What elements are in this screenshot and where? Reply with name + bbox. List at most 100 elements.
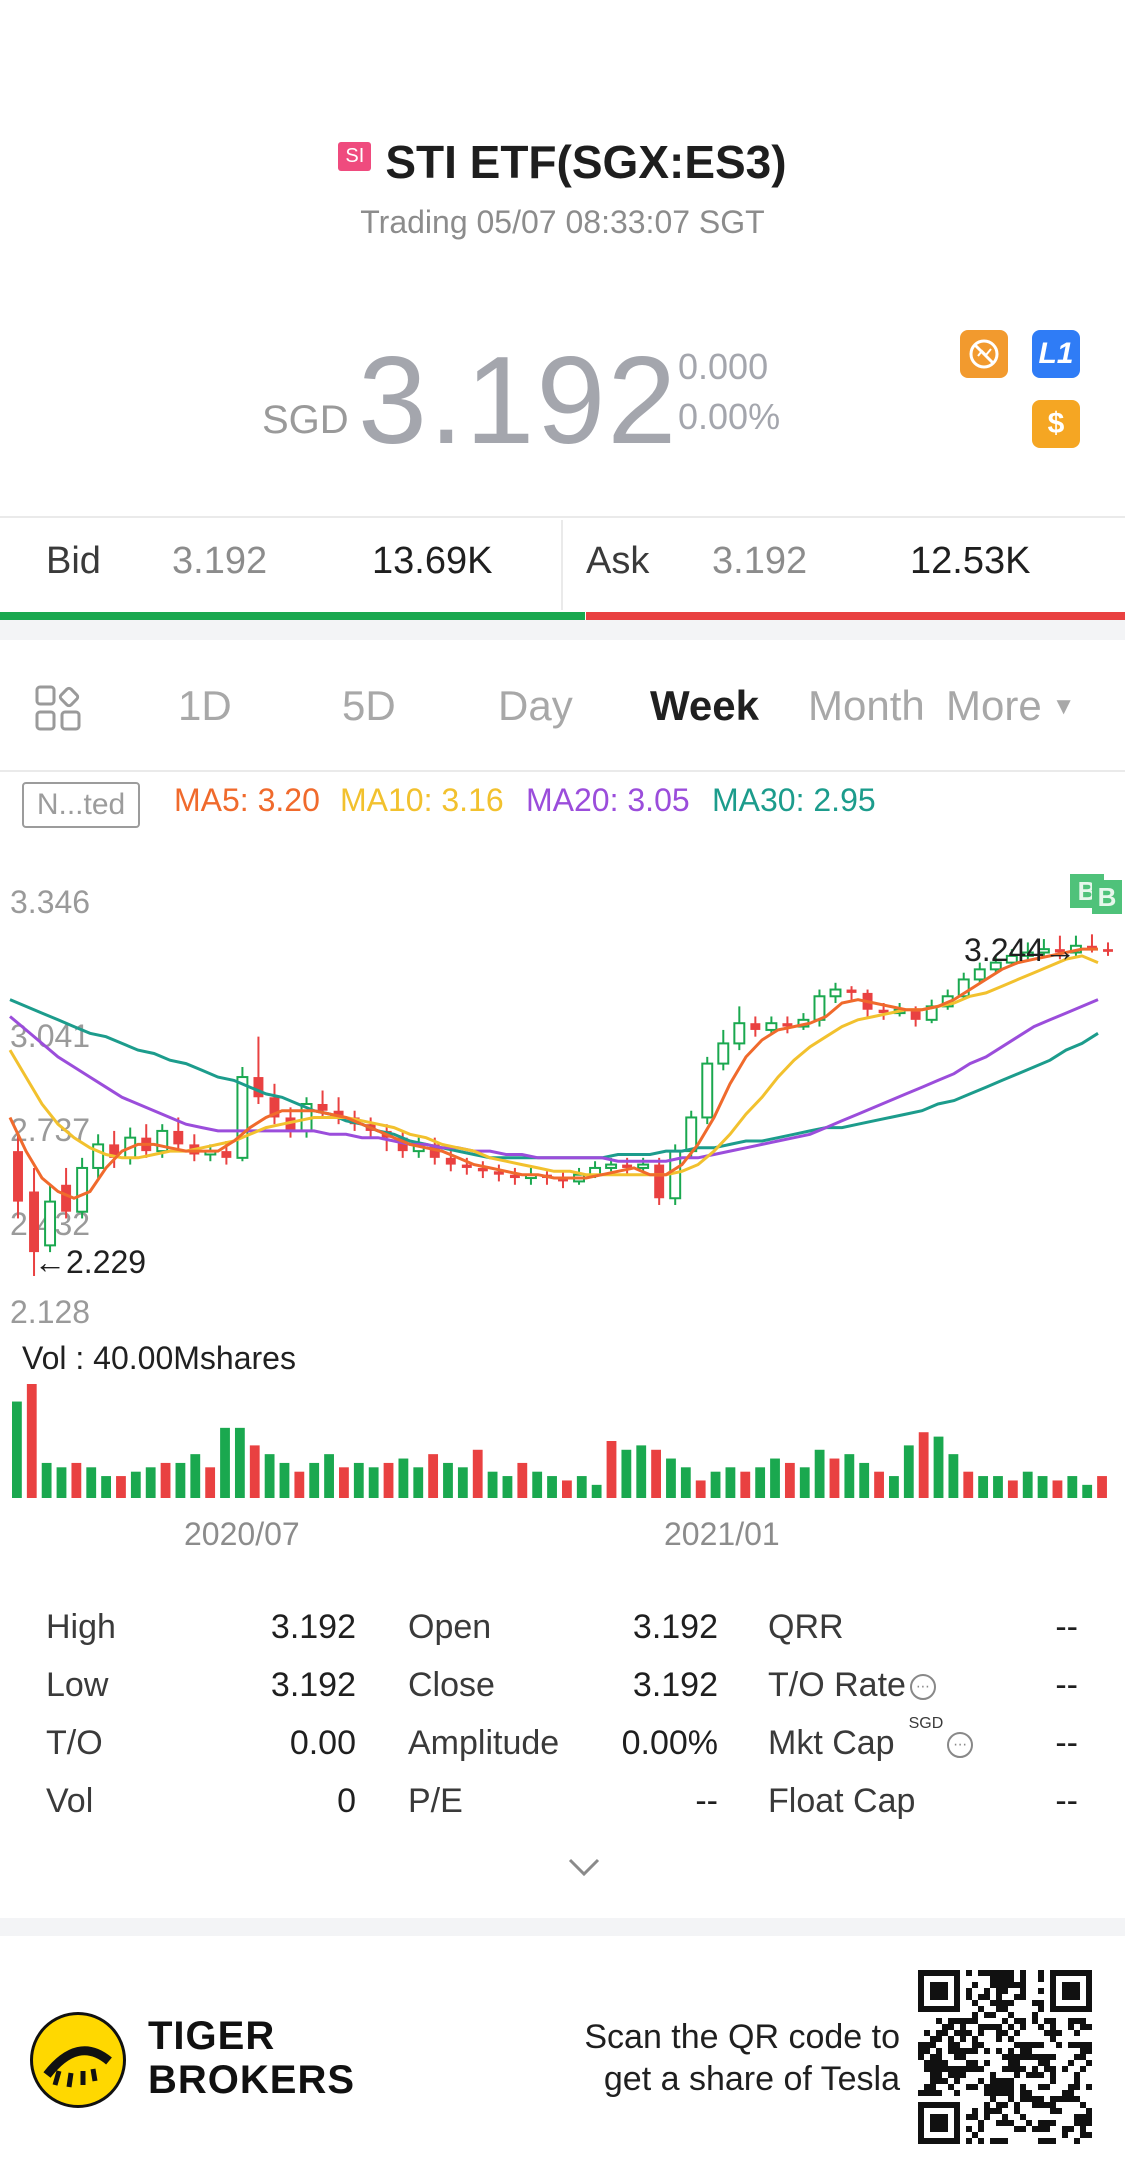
level1-badge[interactable]: L1 [1032,330,1080,378]
stat-label-text: Close [408,1666,495,1704]
tab-month[interactable]: Month [808,682,925,729]
tab-day[interactable]: Day [498,682,573,729]
brand-name-line1: TIGER [148,2014,276,2058]
stat-label: QRR [768,1608,844,1647]
candle[interactable] [397,1130,408,1158]
candle[interactable] [493,1164,504,1182]
last-price: 3.192 [358,332,679,470]
candle[interactable] [269,1083,280,1125]
tab-more[interactable]: More ▼ [946,682,1075,730]
candle[interactable] [925,999,938,1024]
volume-label: Vol : 40.00Mshares [22,1340,296,1376]
low-annotation: ←2.229 [34,1244,146,1281]
volume-bar [606,1441,617,1498]
candlestick-chart[interactable] [0,860,1125,1330]
candle[interactable] [1103,942,1113,956]
candle[interactable] [173,1117,184,1152]
tab-5d[interactable]: 5D [342,682,396,729]
candle[interactable] [109,1130,120,1168]
ma5-value: MA5: 3.20 [174,782,320,818]
candle[interactable] [253,1036,264,1104]
indicator-selector[interactable]: N...ted [22,782,140,828]
currency-superscript: SGD [908,1714,944,1732]
volume-bar [829,1458,840,1498]
qr-code[interactable] [918,1970,1092,2144]
volume-bar [918,1432,929,1498]
ask-price[interactable]: 3.192 [712,540,808,582]
volume-bar [903,1445,914,1498]
volume-bar [398,1458,409,1498]
candle[interactable] [1005,949,1018,966]
candle[interactable] [573,1167,585,1185]
tiger-logo-icon [30,2012,126,2108]
tab-week[interactable]: Week [650,682,759,729]
layout-grid-icon[interactable] [34,684,82,737]
candle[interactable] [846,986,857,1000]
volume-bar [799,1467,810,1498]
volume-bar [309,1462,320,1498]
candle[interactable] [1021,942,1034,960]
stat-value: -- [695,1782,718,1820]
volume-bar [130,1471,141,1498]
stat-label: High [46,1608,116,1647]
divider [0,770,1125,772]
y-tick: 2.128 [10,1294,91,1330]
no-short-icon[interactable] [960,330,1008,378]
volume-bar [383,1462,394,1498]
candle[interactable] [61,1167,72,1219]
volume-bar [472,1449,483,1498]
candle[interactable] [750,1016,761,1037]
section-band [0,620,1125,640]
ma10-value: MA10: 3.16 [340,782,504,818]
candle[interactable] [973,962,986,983]
candle[interactable] [92,1134,105,1179]
buy-marker[interactable]: B [1092,880,1122,914]
candle[interactable] [829,982,842,1004]
candle[interactable] [701,1056,714,1125]
candle[interactable] [76,1157,89,1219]
ma20-value: MA20: 3.05 [526,782,690,818]
candle[interactable] [29,1167,39,1277]
chevron-down-icon[interactable] [566,1852,602,1882]
volume-bar [859,1462,870,1498]
candle[interactable] [141,1124,152,1158]
volume-chart[interactable] [0,1380,1125,1500]
price-change-percent: 0.00% [678,396,781,437]
trading-status: Trading 05/07 08:33:07 SGT [360,204,765,240]
candle[interactable] [558,1171,568,1189]
stock-title: STI ETF(SGX:ES3) [385,136,787,188]
volume-bar [264,1454,275,1498]
candle[interactable] [44,1184,57,1253]
candle[interactable] [797,1013,810,1030]
bid-price[interactable]: 3.192 [172,540,268,582]
x-tick: 2021/01 [664,1516,780,1552]
stat-label: T/O Rate ⋯ [768,1666,936,1705]
volume-bar [770,1458,780,1498]
tab-1d[interactable]: 1D [178,682,232,729]
candle[interactable] [509,1167,520,1185]
candle[interactable] [765,1016,778,1034]
candle[interactable] [989,955,1002,973]
stat-value: 3.192 [270,1608,356,1646]
candle[interactable] [733,1006,746,1051]
volume-bar [294,1471,305,1498]
volume-bar [874,1471,884,1498]
candle[interactable] [782,1016,793,1034]
candle[interactable] [654,1157,665,1205]
volume-bar [234,1427,245,1498]
info-icon[interactable]: ⋯ [909,1674,936,1701]
candle[interactable] [477,1161,488,1179]
candle[interactable] [717,1029,730,1071]
candle[interactable] [1037,939,1050,956]
dollar-badge[interactable]: $ [1032,400,1080,448]
info-icon[interactable]: ⋯ [947,1732,974,1759]
ask-quantity: 12.53K [910,540,1031,582]
candle[interactable] [524,1167,537,1185]
candle[interactable] [333,1097,344,1125]
ma30-value: MA30: 2.95 [712,782,876,818]
volume-bar [86,1467,97,1498]
promo-text-line1: Scan the QR code to [584,2018,900,2056]
volume-bar [740,1471,751,1498]
volume-bar [517,1462,528,1498]
candle[interactable] [13,1134,23,1219]
